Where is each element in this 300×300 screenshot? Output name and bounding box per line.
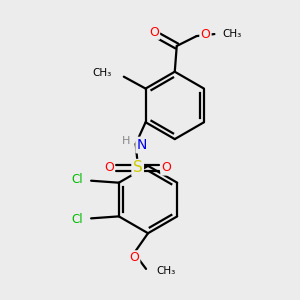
Text: H: H: [122, 136, 131, 146]
Text: O: O: [129, 251, 139, 265]
Text: O: O: [161, 161, 171, 174]
Text: O: O: [104, 161, 114, 174]
Text: O: O: [200, 28, 210, 40]
Text: O: O: [149, 26, 159, 39]
Text: N: N: [137, 138, 147, 152]
Text: CH₃: CH₃: [156, 266, 175, 276]
Text: Cl: Cl: [72, 213, 83, 226]
Text: S: S: [133, 160, 142, 175]
Text: CH₃: CH₃: [222, 29, 242, 39]
Text: CH₃: CH₃: [93, 68, 112, 78]
Text: Cl: Cl: [72, 173, 83, 186]
